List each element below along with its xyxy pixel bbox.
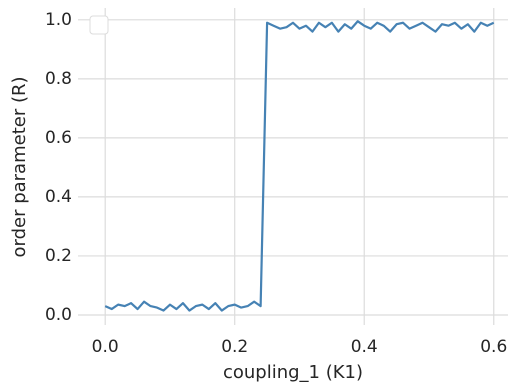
y-tick-label: 1.0	[45, 10, 72, 30]
x-tick-label: 0.6	[480, 337, 507, 357]
data-line	[104, 20, 495, 312]
x-tick-label: 0.2	[221, 337, 248, 357]
legend-box	[89, 15, 109, 35]
x-axis-label: coupling_1 (K1)	[223, 362, 363, 383]
y-tick-label: 0.6	[45, 128, 72, 148]
x-tick-label: 0.4	[351, 337, 378, 357]
y-tick-label: 0.2	[45, 246, 72, 266]
y-tick-label: 0.8	[45, 69, 72, 89]
y-tick-label: 0.0	[45, 305, 72, 325]
x-tick-label: 0.0	[92, 337, 119, 357]
y-axis-label: order parameter (R)	[9, 76, 30, 257]
y-tick-label: 0.4	[45, 187, 72, 207]
